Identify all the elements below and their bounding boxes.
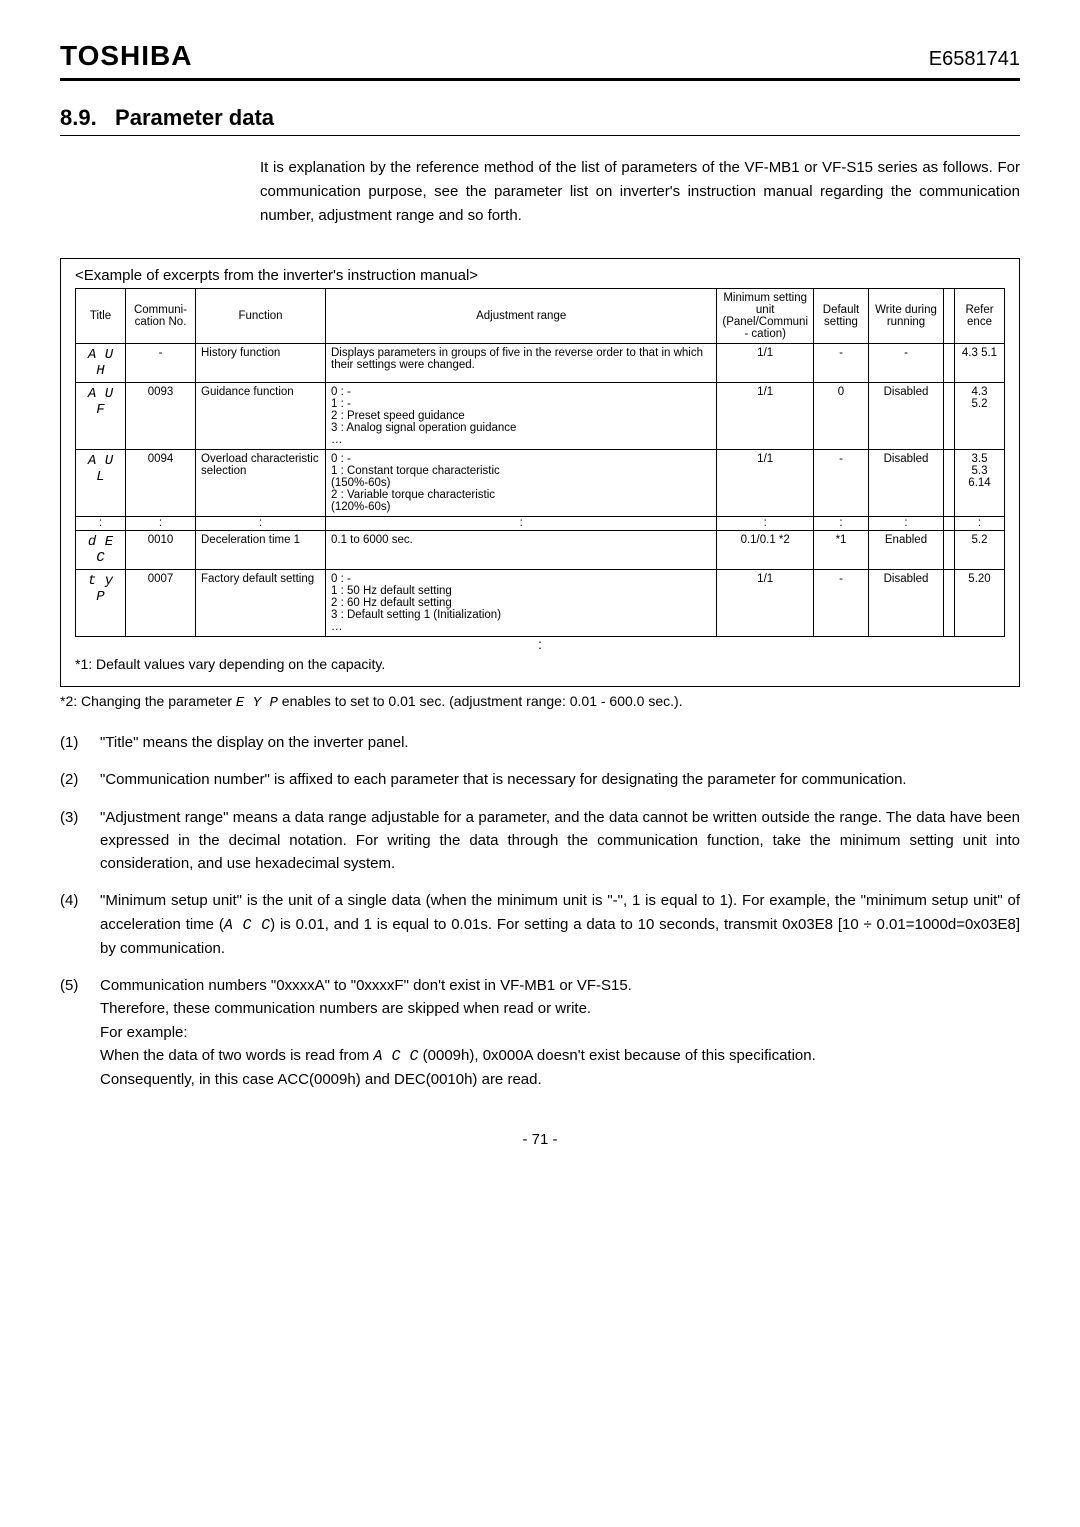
page-number: - 71 - xyxy=(60,1131,1020,1148)
note-4: (4) "Minimum setup unit" is the unit of … xyxy=(60,889,1020,960)
note-5: (5)Communication numbers "0xxxxA" to "0x… xyxy=(60,974,1020,1091)
cell-adj: 0 : - 1 : Constant torque characteristic… xyxy=(326,450,717,517)
cell-def: 0 xyxy=(814,383,869,450)
table-row: t y P 0007 Factory default setting 0 : -… xyxy=(76,569,1005,636)
example-caption: <Example of excerpts from the inverter's… xyxy=(75,267,1005,284)
parameter-table: Title Communi- cation No. Function Adjus… xyxy=(75,288,1005,637)
cell-adj: 0.1 to 6000 sec. xyxy=(326,530,717,569)
cell-gap xyxy=(944,383,955,450)
cell-min: 0.1/0.1 *2 xyxy=(717,530,814,569)
th-gap xyxy=(944,289,955,344)
section-title: 8.9. Parameter data xyxy=(60,105,1020,131)
cell-func: Factory default setting xyxy=(196,569,326,636)
footnote-2b: enables to set to 0.01 sec. (adjustment … xyxy=(278,693,683,709)
section-rule xyxy=(60,135,1020,136)
cell-func: History function xyxy=(196,344,326,383)
cell-comm: 0007 xyxy=(126,569,196,636)
cell-ref: 3.5 5.3 6.14 xyxy=(955,450,1005,517)
header-rule xyxy=(60,78,1020,81)
section-heading: Parameter data xyxy=(115,105,274,130)
footnote-1: *1: Default values vary depending on the… xyxy=(75,656,1005,672)
cell-def: - xyxy=(814,450,869,517)
cell-title: A U F xyxy=(76,383,126,450)
cell-adj: 0 : - 1 : 50 Hz default setting 2 : 60 H… xyxy=(326,569,717,636)
th-title: Title xyxy=(76,289,126,344)
table-row: A U H - History function Displays parame… xyxy=(76,344,1005,383)
cell-title: A U H xyxy=(76,344,126,383)
example-box: <Example of excerpts from the inverter's… xyxy=(60,258,1020,687)
note-1-text: "Title" means the display on the inverte… xyxy=(100,734,409,751)
cell-gap xyxy=(944,569,955,636)
cell-func: Deceleration time 1 xyxy=(196,530,326,569)
doc-id: E6581741 xyxy=(929,48,1020,71)
cell-ref: 5.20 xyxy=(955,569,1005,636)
note-4-seg: A C C xyxy=(224,917,270,934)
th-ref: Refer ence xyxy=(955,289,1005,344)
cell-ref: 4.3 5.2 xyxy=(955,383,1005,450)
cell-min: 1/1 xyxy=(717,383,814,450)
cell-func: Guidance function xyxy=(196,383,326,450)
section-number: 8.9. xyxy=(60,105,97,130)
th-wr: Write during running xyxy=(869,289,944,344)
note-5-seg: A C C xyxy=(373,1048,418,1065)
th-adj: Adjustment range xyxy=(326,289,717,344)
note-3-text: "Adjustment range" means a data range ad… xyxy=(100,809,1020,873)
cell-title: A U L xyxy=(76,450,126,517)
th-min: Minimum setting unit (Panel/Communi - ca… xyxy=(717,289,814,344)
cell-comm: - xyxy=(126,344,196,383)
note-3: (3)"Adjustment range" means a data range… xyxy=(60,806,1020,876)
cell-comm: 0010 xyxy=(126,530,196,569)
cell-def: - xyxy=(814,344,869,383)
cell-wr: Disabled xyxy=(869,569,944,636)
note-1: (1)"Title" means the display on the inve… xyxy=(60,731,1020,754)
cell-wr: Enabled xyxy=(869,530,944,569)
table-row: A U L 0094 Overload characteristic selec… xyxy=(76,450,1005,517)
cell-ref: 5.2 xyxy=(955,530,1005,569)
cell-wr: - xyxy=(869,344,944,383)
cell-adj: 0 : - 1 : - 2 : Preset speed guidance 3 … xyxy=(326,383,717,450)
footnote-2a: *2: Changing the parameter xyxy=(60,693,236,709)
cell-adj: Displays parameters in groups of five in… xyxy=(326,344,717,383)
table-row: d E C 0010 Deceleration time 1 0.1 to 60… xyxy=(76,530,1005,569)
cell-gap xyxy=(944,344,955,383)
footnote-2: *2: Changing the parameter E Y P enables… xyxy=(60,693,1020,711)
cell-comm: 0093 xyxy=(126,383,196,450)
table-body: A U H - History function Displays parame… xyxy=(76,344,1005,637)
notes-list: (1)"Title" means the display on the inve… xyxy=(60,731,1020,1091)
cell-wr: Disabled xyxy=(869,383,944,450)
table-trailing-dots: : xyxy=(75,639,1005,650)
cell-min: 1/1 xyxy=(717,450,814,517)
cell-min: 1/1 xyxy=(717,344,814,383)
th-func: Function xyxy=(196,289,326,344)
cell-comm: 0094 xyxy=(126,450,196,517)
cell-def: *1 xyxy=(814,530,869,569)
cell-gap xyxy=(944,450,955,517)
table-row: A U F 0093 Guidance function 0 : - 1 : -… xyxy=(76,383,1005,450)
th-comm: Communi- cation No. xyxy=(126,289,196,344)
note-2-text: "Communication number" is affixed to eac… xyxy=(100,771,907,788)
intro-paragraph: It is explanation by the reference metho… xyxy=(260,156,1020,228)
cell-ref: 4.3 5.1 xyxy=(955,344,1005,383)
cell-gap xyxy=(944,530,955,569)
cell-title: d E C xyxy=(76,530,126,569)
cell-title: t y P xyxy=(76,569,126,636)
cell-func: Overload characteristic selection xyxy=(196,450,326,517)
footnote-2-seg: E Y P xyxy=(236,695,278,711)
note-2: (2) "Communication number" is affixed to… xyxy=(60,768,1020,791)
cell-min: 1/1 xyxy=(717,569,814,636)
th-def: Default setting xyxy=(814,289,869,344)
cell-wr: Disabled xyxy=(869,450,944,517)
brand-logo: TOSHIBA xyxy=(60,40,193,72)
cell-def: - xyxy=(814,569,869,636)
dots-row: :::::::: xyxy=(76,517,1005,531)
